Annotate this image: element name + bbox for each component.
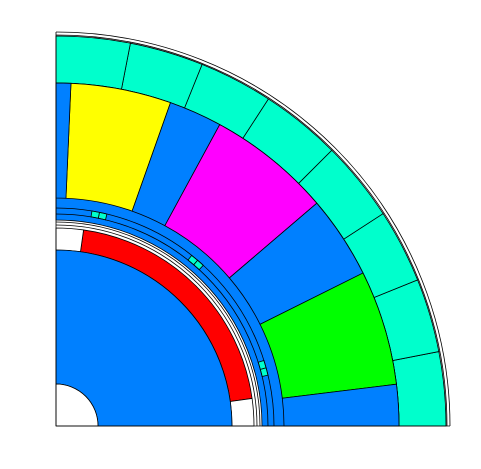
windings-group bbox=[55, 82, 400, 427]
rotor-air-pocket bbox=[55, 227, 85, 253]
air-gap-line bbox=[55, 221, 261, 427]
stator-back-iron-segment bbox=[392, 351, 447, 427]
stator-bore-line bbox=[55, 207, 275, 427]
shaft-hole bbox=[55, 383, 99, 427]
rotor-group bbox=[55, 227, 255, 427]
outer-ring-line bbox=[55, 31, 451, 427]
outline-group bbox=[55, 31, 451, 427]
stator-tooth bbox=[228, 202, 364, 325]
stator-tooth bbox=[281, 383, 400, 427]
stator-back-iron-group bbox=[55, 35, 447, 427]
air-gap-line bbox=[55, 224, 258, 427]
outer-ring-line bbox=[55, 34, 448, 427]
rotor-air-pocket bbox=[229, 397, 255, 427]
stator-tooth bbox=[131, 102, 221, 227]
stator-back-iron-segment bbox=[55, 35, 131, 90]
stator-bore-line bbox=[55, 213, 269, 427]
